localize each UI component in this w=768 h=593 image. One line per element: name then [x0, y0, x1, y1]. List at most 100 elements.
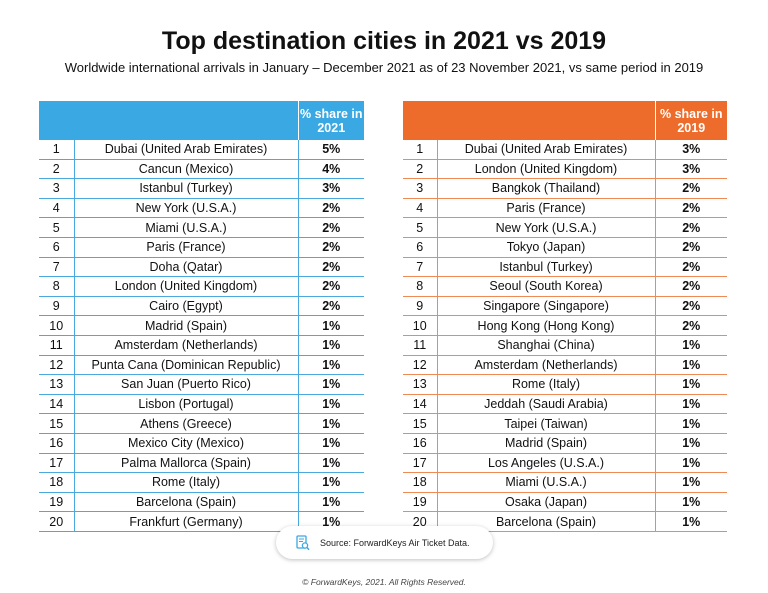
rank-cell: 15 — [403, 413, 437, 434]
share-cell: 2% — [654, 178, 727, 199]
rank-cell: 12 — [39, 355, 74, 376]
city-cell: Paris (France) — [436, 198, 655, 219]
rank-cell: 19 — [39, 492, 74, 513]
rank-cell: 16 — [39, 433, 74, 454]
copyright: © ForwardKeys, 2021. All Rights Reserved… — [302, 577, 466, 587]
share-cell: 1% — [654, 335, 727, 356]
city-cell: Miami (U.S.A.) — [436, 472, 655, 493]
city-cell: Los Angeles (U.S.A.) — [436, 453, 655, 474]
table-row: 8 Seoul (South Korea) 2% — [403, 276, 727, 297]
share-cell: 1% — [654, 453, 727, 474]
rank-cell: 9 — [39, 296, 74, 317]
rank-cell: 20 — [39, 511, 74, 532]
table-row: 5 New York (U.S.A.) 2% — [403, 217, 727, 238]
table-row: 13 San Juan (Puerto Rico) 1% — [39, 374, 364, 395]
city-cell: London (United Kingdom) — [436, 159, 655, 180]
table-row: 1 Dubai (United Arab Emirates) 3% — [403, 140, 727, 160]
rank-cell: 18 — [403, 472, 437, 493]
share-cell: 1% — [297, 335, 364, 356]
table-row: 10 Hong Kong (Hong Kong) 2% — [403, 315, 727, 336]
city-cell: Barcelona (Spain) — [436, 511, 655, 532]
rank-cell: 4 — [403, 198, 437, 219]
source-text: Source: ForwardKeys Air Ticket Data. — [320, 537, 470, 548]
city-cell: Cairo (Egypt) — [73, 296, 298, 317]
share-cell: 2% — [654, 276, 727, 297]
table-row: 11 Amsterdam (Netherlands) 1% — [39, 335, 364, 356]
rank-cell: 9 — [403, 296, 437, 317]
rank-cell: 14 — [39, 394, 74, 415]
rank-cell: 4 — [39, 198, 74, 219]
rank-cell: 13 — [403, 374, 437, 395]
rank-cell: 1 — [39, 140, 74, 160]
city-cell: Istanbul (Turkey) — [73, 178, 298, 199]
rank-cell: 17 — [39, 453, 74, 474]
share-cell: 1% — [654, 413, 727, 434]
rank-cell: 7 — [403, 257, 437, 278]
city-cell: Cancun (Mexico) — [73, 159, 298, 180]
table-2021: % share in 2021 1 Dubai (United Arab Emir… — [39, 101, 364, 532]
table-row: 10 Madrid (Spain) 1% — [39, 315, 364, 336]
share-cell: 1% — [297, 413, 364, 434]
table-row: 14 Jeddah (Saudi Arabia) 1% — [403, 394, 727, 415]
rank-cell: 10 — [39, 315, 74, 336]
table-row: 16 Madrid (Spain) 1% — [403, 433, 727, 454]
rank-cell: 2 — [403, 159, 437, 180]
share-cell: 1% — [297, 394, 364, 415]
rank-cell: 7 — [39, 257, 74, 278]
share-cell: 3% — [654, 159, 727, 180]
table-header: % share in 2019 — [403, 101, 727, 140]
share-cell: 2% — [654, 217, 727, 238]
header-city — [74, 101, 298, 140]
table-row: 2 London (United Kingdom) 3% — [403, 159, 727, 180]
share-cell: 2% — [654, 257, 727, 278]
rank-cell: 15 — [39, 413, 74, 434]
city-cell: Athens (Greece) — [73, 413, 298, 434]
city-cell: Frankfurt (Germany) — [73, 511, 298, 532]
city-cell: Tokyo (Japan) — [436, 237, 655, 258]
table-row: 4 New York (U.S.A.) 2% — [39, 198, 364, 219]
table-row: 1 Dubai (United Arab Emirates) 5% — [39, 140, 364, 160]
rank-cell: 2 — [39, 159, 74, 180]
share-cell: 1% — [654, 374, 727, 395]
share-cell: 1% — [654, 511, 727, 532]
header-rank — [39, 101, 74, 140]
rank-cell: 13 — [39, 374, 74, 395]
share-cell: 2% — [654, 198, 727, 219]
share-cell: 3% — [654, 140, 727, 160]
city-cell: Palma Mallorca (Spain) — [73, 453, 298, 474]
header-share: % share in 2021 — [297, 101, 364, 140]
city-cell: Taipei (Taiwan) — [436, 413, 655, 434]
table-row: 16 Mexico City (Mexico) 1% — [39, 433, 364, 454]
share-cell: 1% — [297, 472, 364, 493]
rank-cell: 10 — [403, 315, 437, 336]
city-cell: Madrid (Spain) — [436, 433, 655, 454]
city-cell: Amsterdam (Netherlands) — [436, 355, 655, 376]
header-share: % share in 2019 — [654, 101, 727, 140]
city-cell: Barcelona (Spain) — [73, 492, 298, 513]
table-row: 6 Paris (France) 2% — [39, 237, 364, 258]
share-cell: 3% — [297, 178, 364, 199]
header-rank — [403, 101, 437, 140]
city-cell: Doha (Qatar) — [73, 257, 298, 278]
city-cell: New York (U.S.A.) — [73, 198, 298, 219]
city-cell: Dubai (United Arab Emirates) — [73, 140, 298, 160]
table-row: 2 Cancun (Mexico) 4% — [39, 159, 364, 180]
city-cell: Bangkok (Thailand) — [436, 178, 655, 199]
share-cell: 2% — [297, 276, 364, 297]
table-row: 8 London (United Kingdom) 2% — [39, 276, 364, 297]
rank-cell: 16 — [403, 433, 437, 454]
city-cell: Jeddah (Saudi Arabia) — [436, 394, 655, 415]
share-cell: 2% — [654, 296, 727, 317]
rank-cell: 1 — [403, 140, 437, 160]
city-cell: Amsterdam (Netherlands) — [73, 335, 298, 356]
table-row: 15 Athens (Greece) 1% — [39, 413, 364, 434]
table-row: 19 Barcelona (Spain) 1% — [39, 492, 364, 513]
table-2019: % share in 2019 1 Dubai (United Arab Emir… — [403, 101, 727, 532]
share-cell: 1% — [654, 433, 727, 454]
share-cell: 1% — [297, 315, 364, 336]
table-row: 3 Bangkok (Thailand) 2% — [403, 178, 727, 199]
city-cell: Madrid (Spain) — [73, 315, 298, 336]
rank-cell: 3 — [403, 178, 437, 199]
rank-cell: 19 — [403, 492, 437, 513]
share-cell: 1% — [654, 472, 727, 493]
